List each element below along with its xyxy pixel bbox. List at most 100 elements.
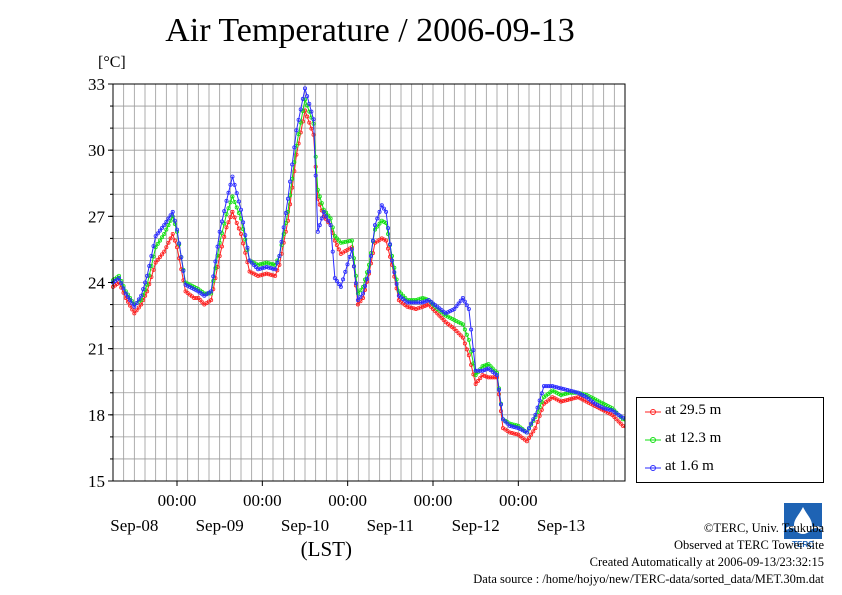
data-point xyxy=(288,179,293,184)
data-point xyxy=(153,234,158,239)
data-point xyxy=(569,389,574,394)
data-point xyxy=(228,200,233,205)
data-point xyxy=(130,301,135,306)
data-point xyxy=(157,255,162,260)
data-point xyxy=(283,211,288,216)
data-point xyxy=(492,375,497,380)
data-point xyxy=(166,223,171,228)
data-point xyxy=(253,265,258,270)
data-point xyxy=(247,258,252,263)
data-point xyxy=(496,387,501,392)
data-point xyxy=(586,394,591,399)
data-point xyxy=(445,310,450,315)
data-point xyxy=(355,302,360,307)
data-point xyxy=(591,396,596,401)
data-point xyxy=(251,262,256,267)
data-point xyxy=(334,236,339,241)
footer-source: Data source : /home/hojyo/new/TERC-data/… xyxy=(473,572,824,586)
data-point xyxy=(149,254,154,259)
data-point xyxy=(351,256,356,261)
data-point xyxy=(319,216,324,221)
logo-text: TERC xyxy=(792,540,814,549)
data-point xyxy=(174,227,179,232)
data-point xyxy=(559,399,564,404)
data-point xyxy=(578,396,583,401)
data-point xyxy=(473,381,478,386)
data-point xyxy=(550,388,555,393)
data-point xyxy=(196,295,201,300)
data-point xyxy=(155,257,160,262)
data-point xyxy=(529,421,534,426)
data-point xyxy=(552,384,557,389)
data-point xyxy=(349,238,354,243)
data-point xyxy=(584,399,589,404)
data-point xyxy=(281,225,286,230)
data-point xyxy=(123,295,128,300)
data-point xyxy=(597,404,602,409)
data-point xyxy=(302,86,307,91)
data-point xyxy=(407,298,412,303)
data-point xyxy=(456,301,461,306)
data-point xyxy=(194,286,199,291)
data-point xyxy=(599,405,604,410)
data-point xyxy=(597,399,602,404)
data-point xyxy=(294,128,299,133)
footer-copyright: ©TERC, Univ. Tsukuba xyxy=(703,521,824,535)
data-point xyxy=(484,362,489,367)
data-point xyxy=(488,375,493,380)
data-point xyxy=(559,386,564,391)
data-point xyxy=(546,384,551,389)
data-point xyxy=(386,231,391,236)
data-point xyxy=(249,260,254,265)
data-point xyxy=(189,286,194,291)
data-point xyxy=(281,231,286,236)
data-point xyxy=(603,402,608,407)
data-point xyxy=(482,363,487,368)
data-point xyxy=(462,299,467,304)
data-point xyxy=(238,231,243,236)
data-point xyxy=(612,415,617,420)
data-point xyxy=(403,295,408,300)
data-point xyxy=(475,379,480,384)
data-point xyxy=(230,194,235,199)
data-point xyxy=(166,240,171,245)
data-point xyxy=(121,286,126,291)
data-point xyxy=(464,332,469,337)
data-point xyxy=(460,322,465,327)
data-point xyxy=(552,396,557,401)
data-point xyxy=(302,97,307,102)
data-point xyxy=(268,272,273,277)
x-axis-label: (LST) xyxy=(301,537,352,561)
data-point xyxy=(605,407,610,412)
data-point xyxy=(366,262,371,267)
data-point xyxy=(458,321,463,326)
data-point xyxy=(386,246,391,251)
data-point xyxy=(162,231,167,236)
data-point xyxy=(177,241,182,246)
data-point xyxy=(420,295,425,300)
data-point xyxy=(270,273,275,278)
data-point xyxy=(533,426,538,431)
data-point xyxy=(565,388,570,393)
data-point xyxy=(381,219,386,224)
data-point xyxy=(618,421,623,426)
data-point xyxy=(341,240,346,245)
data-point xyxy=(258,273,263,278)
data-point xyxy=(454,304,459,309)
data-point xyxy=(486,375,491,380)
data-point xyxy=(492,368,497,373)
data-point xyxy=(226,220,231,225)
data-point xyxy=(445,314,450,319)
data-point xyxy=(498,409,503,414)
data-point xyxy=(149,263,154,268)
data-point xyxy=(273,267,278,272)
data-point xyxy=(571,389,576,394)
data-point xyxy=(145,282,150,287)
data-point xyxy=(224,212,229,217)
data-point xyxy=(554,390,559,395)
data-point xyxy=(319,201,324,206)
data-point xyxy=(512,424,517,429)
data-point xyxy=(277,254,282,259)
data-point xyxy=(424,298,429,303)
data-point xyxy=(211,274,216,279)
